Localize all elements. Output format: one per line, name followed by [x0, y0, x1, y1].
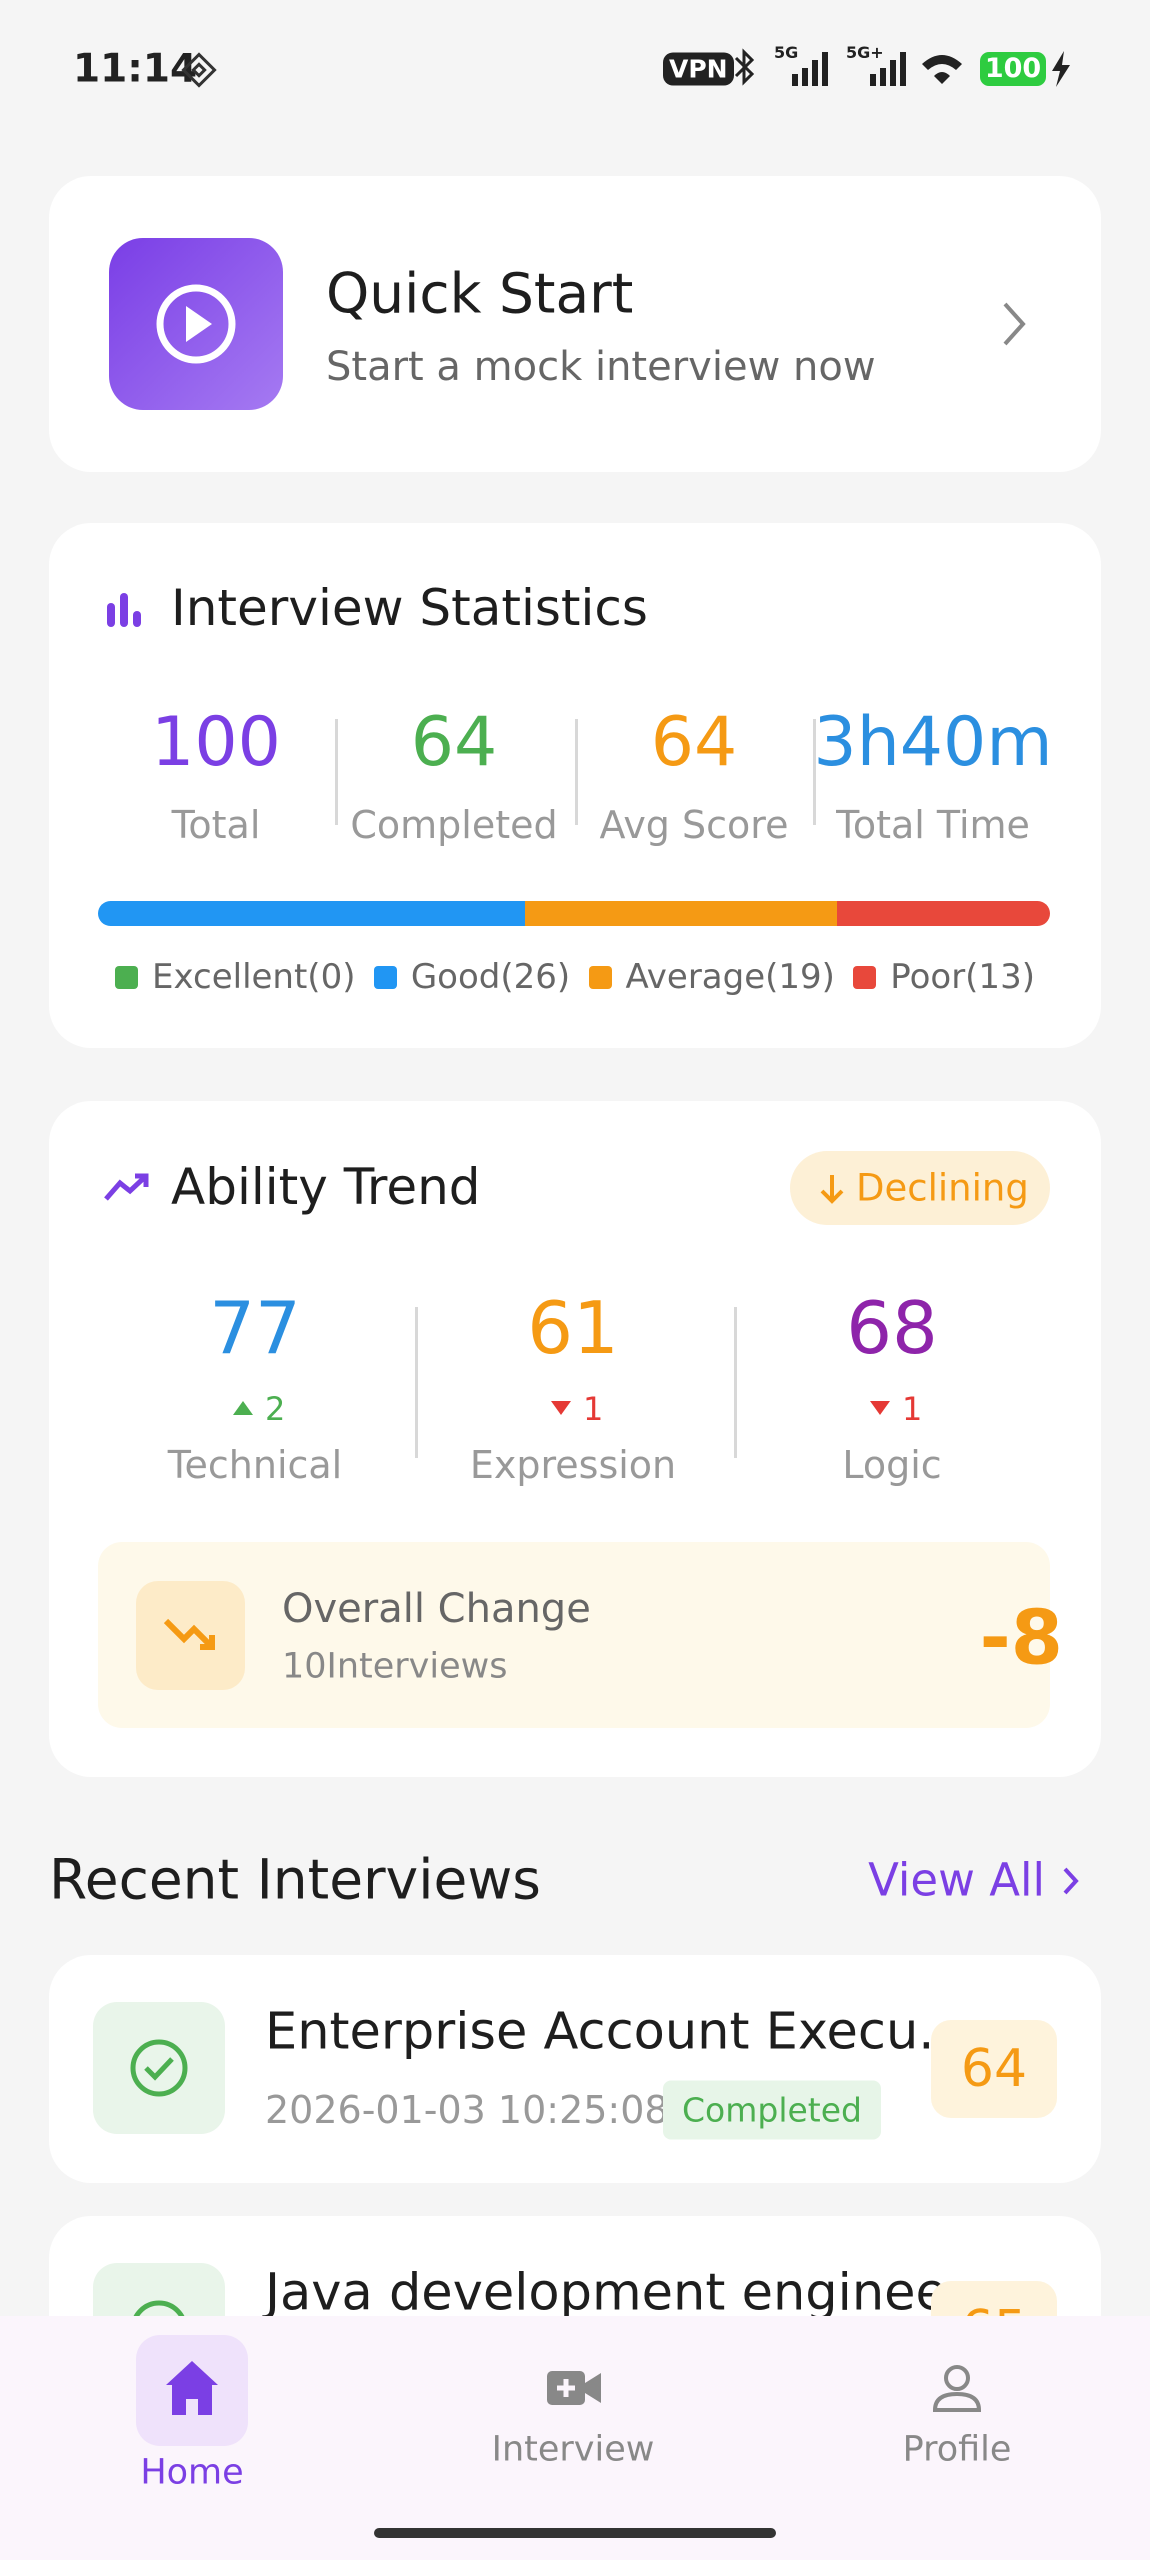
legend-item: Good(26)	[373, 957, 571, 997]
legend-label: Excellent(0)	[152, 957, 356, 997]
metric-label: Total	[171, 803, 261, 847]
ability-label: Expression	[469, 1443, 677, 1487]
metric-label: Total Time	[836, 803, 1030, 847]
distribution-segment	[98, 901, 525, 926]
svg-text:5G+: 5G+	[846, 46, 884, 62]
legend-swatch	[588, 965, 612, 989]
divider	[575, 719, 578, 825]
ability-label: Logic	[842, 1443, 942, 1487]
overall-subtitle: 10Interviews	[282, 1646, 508, 1687]
change-arrow	[233, 1401, 253, 1415]
quick-start-subtitle: Start a mock interview now	[326, 344, 876, 390]
legend-swatch	[373, 965, 397, 989]
metric-value: 64	[410, 703, 498, 782]
metric-label: Completed	[350, 803, 558, 847]
nav-icon	[547, 2371, 601, 2405]
nav-label[interactable]: Interview	[491, 2429, 655, 2470]
vpn-badge: VPN	[663, 52, 734, 86]
quick-start-title: Quick Start	[326, 261, 634, 326]
status-text: Declining	[856, 1166, 1029, 1210]
overall-icon	[136, 1581, 245, 1690]
view-all[interactable]: View All	[868, 1853, 1045, 1907]
ability-change: 1	[902, 1390, 923, 1428]
legend-label: Poor(13)	[890, 957, 1035, 997]
distribution-segment	[836, 901, 1050, 926]
metric-label: Avg Score	[599, 803, 789, 847]
ability-score: 77	[209, 1286, 301, 1370]
trend-card: Ability Trend Declining Overall Change 1…	[49, 1101, 1101, 1777]
nav-label[interactable]: Profile	[902, 2429, 1012, 2470]
overall-title: Overall Change	[282, 1586, 591, 1632]
overall-value: -8	[979, 1593, 1063, 1682]
ability-score: 61	[527, 1286, 619, 1370]
status-icon	[181, 52, 217, 88]
quick-start-icon	[109, 238, 283, 410]
divider	[415, 1307, 418, 1458]
interview-title: Java development engineer	[265, 2263, 968, 2323]
statistics-card: Interview Statistics Excellent(0) Good(26…	[49, 523, 1101, 1048]
stats-title: Interview Statistics	[171, 579, 648, 637]
distribution-legend: Excellent(0) Good(26) Average(19) Poor(13)	[115, 957, 1035, 997]
status-icons: 5G 5G+	[734, 46, 962, 86]
status-badge: Completed	[663, 2080, 881, 2140]
home-active-bg	[136, 2335, 248, 2446]
legend-item: Average(19)	[588, 957, 835, 997]
interview-title: Enterprise Account Execu...	[265, 2002, 967, 2062]
change-arrow	[870, 1401, 890, 1415]
distribution-segment	[524, 901, 837, 926]
ability-score: 68	[846, 1286, 938, 1370]
stats-icon	[107, 593, 141, 627]
home-indicator	[374, 2528, 776, 2538]
score-badge: 64	[931, 2020, 1057, 2118]
interview-card[interactable]: Enterprise Account Execu... 2026-01-03 10…	[49, 1955, 1101, 2183]
metric-value: 3h40m	[813, 703, 1053, 782]
bottom-nav: Home Interview Profile	[0, 2316, 1150, 2560]
interview-date: 2026-01-03 10:25:08	[265, 2088, 669, 2132]
legend-label: Good(26)	[410, 957, 571, 997]
svg-text:5G: 5G	[774, 46, 798, 62]
legend-item: Excellent(0)	[115, 957, 355, 997]
legend-item: Poor(13)	[853, 957, 1035, 997]
divider	[335, 719, 338, 825]
status-badge: Declining	[790, 1151, 1050, 1225]
status-time: 11:14	[73, 46, 198, 92]
trend-title: Ability Trend	[171, 1158, 481, 1216]
legend-label: Average(19)	[625, 957, 835, 997]
overall-box: Overall Change 10Interviews -8	[98, 1542, 1063, 1728]
quick-start-card[interactable]: Quick Start Start a mock interview now	[49, 176, 1101, 472]
view-all-chevron	[1063, 1867, 1079, 1895]
battery: 100	[980, 52, 1046, 86]
change-arrow	[551, 1401, 571, 1415]
chevron	[1003, 302, 1026, 346]
nav-icon	[932, 2365, 982, 2412]
distribution-bar	[98, 901, 1050, 926]
legend-swatch	[853, 965, 877, 989]
divider	[813, 719, 816, 825]
metric-value: 64	[650, 703, 738, 782]
metric-value: 100	[151, 703, 281, 782]
divider	[734, 1307, 737, 1458]
status-icon	[93, 2002, 225, 2134]
ability-change: 1	[583, 1390, 604, 1428]
trend-icon	[104, 1173, 149, 1201]
charging-icon	[1052, 51, 1070, 87]
recent-title: Recent Interviews	[49, 1847, 541, 1912]
nav-label[interactable]: Home	[140, 2452, 244, 2493]
legend-swatch	[115, 965, 138, 989]
ability-change: 2	[265, 1390, 286, 1428]
ability-label: Technical	[167, 1443, 343, 1487]
